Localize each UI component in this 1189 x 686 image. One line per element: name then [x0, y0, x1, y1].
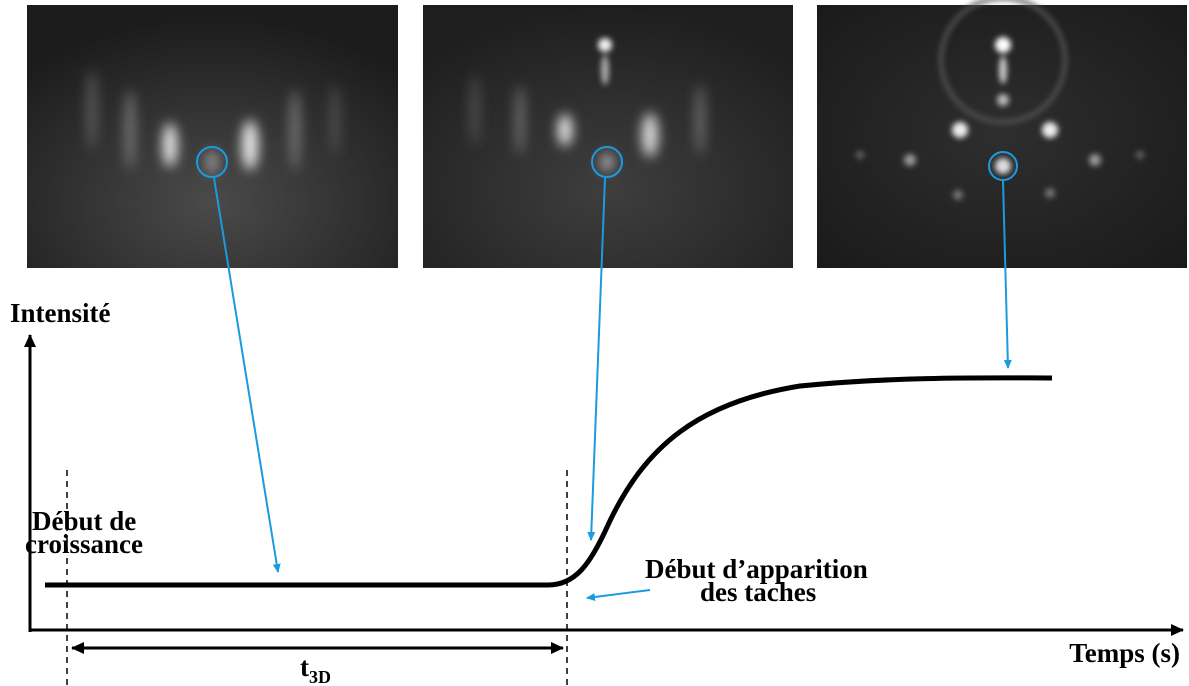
time-markers: [66, 470, 568, 686]
rheed-image-2: [423, 5, 793, 268]
spot-onset-line1: Début d’apparition: [645, 554, 868, 584]
duration-subscript: 3D: [309, 667, 331, 686]
x-axis-label: Temps (s): [1069, 638, 1180, 668]
y-axis-label: Intensité: [10, 298, 111, 328]
intensity-curve: [45, 375, 1053, 588]
spot-markers: [196, 146, 1018, 601]
spot-onset-line2: des taches: [700, 577, 816, 607]
growth-start-line1: Début de: [32, 506, 136, 536]
duration-label: t3D: [300, 652, 331, 686]
axes: [24, 334, 1184, 636]
rheed-image-3: [817, 0, 1187, 268]
duration-symbol: t: [300, 652, 309, 682]
rheed-image-1: [27, 5, 398, 268]
growth-start-line2: croissance: [25, 529, 143, 559]
